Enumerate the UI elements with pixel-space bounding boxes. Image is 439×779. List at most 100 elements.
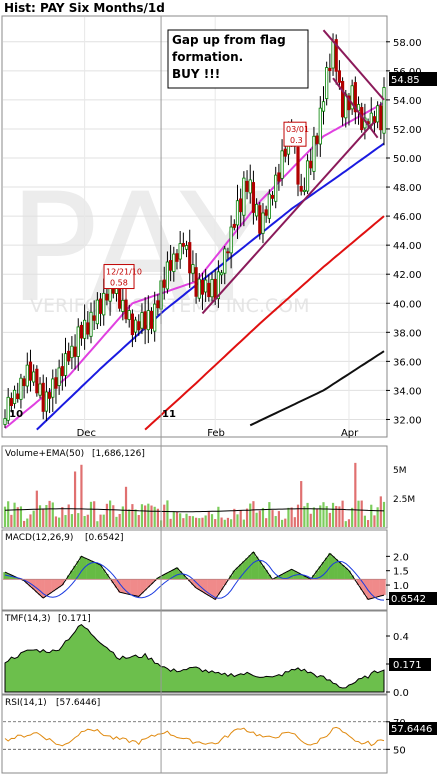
volume-bar bbox=[19, 506, 23, 527]
macd-histogram-bar bbox=[102, 569, 106, 580]
candle-body bbox=[315, 135, 319, 144]
volume-bar bbox=[198, 518, 201, 527]
macd-histogram-bar bbox=[79, 556, 84, 580]
trendline-flag-bottom bbox=[332, 77, 379, 139]
rsi-tick-label: 50 bbox=[393, 745, 406, 756]
price-panel: PAY VERIFONE SYSTEMS INC.COM 32.0034.003… bbox=[1, 15, 437, 438]
volume-bar bbox=[118, 513, 121, 527]
candle-body bbox=[6, 396, 10, 421]
macd-histogram-bar bbox=[296, 572, 300, 580]
macd-histogram-bar bbox=[210, 579, 214, 598]
volume-bar bbox=[226, 517, 230, 527]
volume-bar bbox=[54, 516, 58, 527]
price-tick-label: 44.00 bbox=[393, 241, 422, 252]
volume-tick-2-5m: 2.5M bbox=[393, 495, 415, 505]
sma-line-sma200 bbox=[249, 350, 385, 427]
candle-body bbox=[207, 282, 211, 298]
volume-bar bbox=[115, 516, 118, 527]
volume-bar bbox=[290, 507, 293, 527]
candle-body bbox=[137, 321, 141, 331]
annotation-line-3: BUY !!! bbox=[172, 67, 220, 81]
macd-histogram-bar bbox=[73, 565, 77, 580]
volume-bar bbox=[194, 517, 198, 527]
volume-bar bbox=[271, 510, 274, 527]
macd-histogram-bar bbox=[3, 572, 7, 580]
volume-bar bbox=[312, 507, 316, 527]
macd-tick-label: 1.0 bbox=[393, 581, 409, 592]
volume-bar bbox=[26, 518, 29, 527]
volume-bar bbox=[268, 502, 271, 527]
volume-bar bbox=[86, 514, 89, 527]
price-tick-label: 46.00 bbox=[393, 212, 422, 223]
macd-signal-line bbox=[4, 559, 385, 601]
volume-bar bbox=[230, 519, 233, 527]
macd-histogram-bar bbox=[51, 579, 55, 592]
candle-body bbox=[376, 105, 380, 123]
macd-histogram-bar bbox=[372, 579, 377, 598]
macd-histogram-bar bbox=[82, 557, 87, 580]
macd-last: 0.6542 bbox=[391, 594, 426, 605]
macd-histogram-bar bbox=[124, 579, 128, 594]
macd-line bbox=[4, 551, 385, 601]
price-tick-label: 58.00 bbox=[393, 38, 422, 49]
macd-histogram-bar bbox=[328, 553, 332, 580]
volume-bar bbox=[112, 505, 115, 527]
candle-body bbox=[175, 253, 179, 262]
candle-body bbox=[95, 299, 99, 325]
macd-histogram-bar bbox=[172, 569, 176, 580]
macd-histogram-bar bbox=[375, 579, 380, 597]
macd-histogram-bar bbox=[229, 575, 233, 580]
earnings-box bbox=[103, 264, 135, 290]
sma-line-sma50 bbox=[36, 142, 385, 431]
volume-bar bbox=[182, 518, 185, 527]
volume-bar bbox=[233, 508, 236, 527]
candle-body bbox=[162, 279, 166, 288]
volume-bar bbox=[245, 508, 249, 527]
candle-body bbox=[216, 271, 220, 299]
candle-body bbox=[3, 418, 7, 425]
volume-bar bbox=[242, 519, 245, 527]
rsi-grid bbox=[3, 721, 386, 750]
volume-bar bbox=[137, 515, 140, 527]
candle-body bbox=[181, 243, 185, 247]
macd-histogram-bar bbox=[66, 575, 71, 580]
macd-histogram-bar bbox=[235, 567, 240, 580]
candle-body bbox=[242, 177, 246, 216]
trendline-lower-trend bbox=[201, 121, 376, 315]
volume-bar bbox=[70, 514, 73, 527]
volume-bar bbox=[45, 505, 48, 527]
volume-bar bbox=[156, 508, 159, 527]
volume-bar bbox=[360, 500, 363, 527]
macd-histogram-bar bbox=[242, 561, 246, 580]
month-label: Feb bbox=[207, 428, 225, 439]
macd-histogram-bar bbox=[363, 579, 367, 595]
macd-histogram-bar bbox=[98, 564, 103, 580]
macd-histogram-bar bbox=[175, 567, 179, 580]
candle-body bbox=[79, 324, 84, 339]
macd-histogram-bar bbox=[57, 579, 61, 588]
volume-tick-5m: 5M bbox=[393, 466, 407, 476]
volume-bar bbox=[379, 496, 382, 527]
macd-histogram-bar bbox=[334, 559, 338, 580]
rsi-plot bbox=[4, 726, 385, 747]
volume-bar bbox=[376, 507, 379, 527]
volume-bar bbox=[144, 505, 147, 527]
macd-histogram-bar bbox=[38, 579, 42, 596]
candle-body bbox=[118, 286, 122, 309]
trendline-flag-top bbox=[322, 29, 385, 101]
volume-bar bbox=[166, 500, 169, 527]
macd-histogram-bar bbox=[280, 574, 284, 580]
volume-bar bbox=[13, 502, 16, 527]
price-tick-label: 36.00 bbox=[393, 357, 422, 368]
earnings-value: 0.58 bbox=[110, 279, 128, 288]
candle-body bbox=[178, 243, 182, 260]
price-tick-label: 52.00 bbox=[393, 125, 422, 136]
candle-body bbox=[305, 160, 310, 192]
macd-histogram-bar bbox=[337, 562, 342, 580]
macd-histogram-bar bbox=[12, 576, 17, 580]
candle-body bbox=[213, 278, 217, 300]
volume-bar bbox=[258, 510, 261, 527]
last-price-tag: 54.85 bbox=[389, 72, 437, 86]
candle-body bbox=[133, 319, 138, 333]
